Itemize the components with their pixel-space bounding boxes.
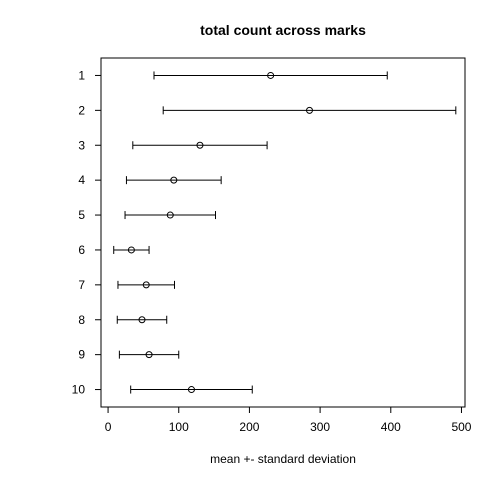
y-tick-label: 1	[78, 68, 85, 82]
errorbar-row	[124, 211, 217, 220]
mean-point	[267, 71, 275, 79]
mean-point	[166, 211, 174, 219]
mean-point	[306, 106, 314, 114]
errorbar-row	[130, 385, 253, 394]
x-axis-label: mean +- standard deviation	[210, 452, 356, 466]
errorbar-row	[153, 71, 388, 80]
x-tick-label: 0	[105, 420, 112, 434]
y-axis: 1 2 3 4 5 6 7 8 9 10	[72, 68, 101, 397]
mean-point	[145, 351, 153, 359]
x-tick-label: 500	[451, 420, 471, 434]
mean-point	[127, 246, 135, 254]
errorbar-row	[125, 176, 222, 185]
chart-marks	[113, 71, 457, 394]
errorbar-row	[113, 245, 150, 254]
mean-point	[187, 386, 195, 394]
y-tick-label: 10	[72, 383, 86, 397]
x-tick-label: 100	[169, 420, 189, 434]
y-tick-label: 7	[78, 278, 85, 292]
y-tick-label: 4	[78, 173, 85, 187]
chart-title: total count across marks	[200, 22, 366, 38]
y-tick-label: 6	[78, 243, 85, 257]
x-tick-label: 200	[239, 420, 259, 434]
errorbar-row	[118, 350, 180, 359]
mean-point	[196, 141, 204, 149]
y-tick-label: 8	[78, 313, 85, 327]
errorbar-row	[116, 315, 168, 324]
x-tick-label: 400	[381, 420, 401, 434]
y-tick-label: 2	[78, 103, 85, 117]
mean-point	[138, 316, 146, 324]
x-axis: 0 100 200 300 400 500	[105, 406, 472, 434]
x-tick-label: 300	[310, 420, 330, 434]
y-tick-label: 5	[78, 208, 85, 222]
errorbar-row	[162, 106, 457, 115]
y-tick-label: 9	[78, 348, 85, 362]
mean-point	[170, 176, 178, 184]
errorbar-row	[132, 141, 268, 150]
mean-point	[142, 281, 150, 289]
y-tick-label: 3	[78, 138, 85, 152]
errorbar-row	[117, 280, 176, 289]
